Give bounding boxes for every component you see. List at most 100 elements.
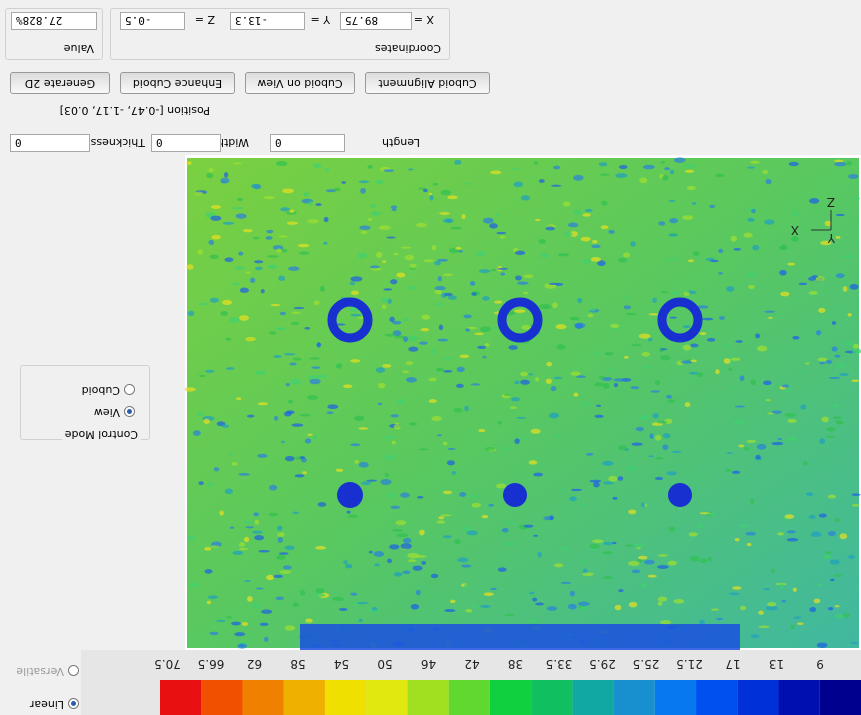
button[interactable]: Generate 2D <box>10 72 110 94</box>
heatmap-speckle <box>592 539 604 543</box>
heatmap-speckle <box>532 598 537 602</box>
heatmap-speckle <box>254 520 259 525</box>
heatmap-speckle <box>317 375 327 379</box>
heatmap-speckle <box>391 205 397 208</box>
heatmap-speckle <box>732 586 741 590</box>
heatmap-speckle <box>641 502 645 507</box>
heatmap-speckle <box>829 377 840 379</box>
button[interactable]: Cuboid Alignment <box>365 72 490 94</box>
width-input[interactable]: 0 <box>151 134 221 152</box>
heatmap-speckle <box>392 441 396 445</box>
app-window: 9131721.525.529.533.53842465054586266.57… <box>0 0 861 715</box>
heatmap-speckle <box>689 532 698 536</box>
heatmap-speckle <box>408 559 417 562</box>
radio-button[interactable] <box>124 385 135 396</box>
radio-button[interactable] <box>124 407 135 418</box>
heatmap-speckle <box>632 344 642 346</box>
heatmap-speckle <box>628 561 640 566</box>
heatmap-speckle <box>275 327 287 330</box>
heatmap-speckle <box>358 253 368 259</box>
heatmap-speckle <box>817 642 828 647</box>
heatmap-speckle <box>416 223 427 227</box>
color-swatch <box>490 680 531 715</box>
heatmap-speckle <box>382 260 386 262</box>
heatmap-speckle <box>474 333 484 335</box>
heatmap-speckle <box>549 283 558 285</box>
heatmap-speckle <box>669 234 678 237</box>
heatmap-speckle <box>819 438 825 444</box>
heatmap-speckle <box>781 600 786 603</box>
heatmap-speckle <box>300 414 311 417</box>
heatmap-speckle <box>448 295 457 299</box>
heatmap-speckle <box>286 410 294 414</box>
button[interactable]: Cuboid on View <box>245 72 355 94</box>
group-title: Coordinates <box>375 42 441 55</box>
heatmap-speckle <box>806 492 813 496</box>
heatmap-speckle <box>595 351 601 355</box>
heatmap-speckle <box>229 317 240 323</box>
heatmap-speckle <box>358 427 368 429</box>
z-input[interactable]: -0.5 <box>120 12 185 30</box>
heatmap-speckle <box>359 462 369 468</box>
heatmap-speckle <box>308 375 319 379</box>
radio-option[interactable]: Cuboid <box>82 375 135 397</box>
y-input[interactable]: -13.3 <box>230 12 305 30</box>
heatmap-speckle <box>439 325 443 331</box>
heatmap-speckle <box>245 337 255 342</box>
heatmap-speckle <box>226 338 231 341</box>
heatmap-speckle <box>591 257 601 262</box>
radio-option[interactable]: Linear <box>0 678 79 711</box>
heatmap-speckle <box>448 448 456 450</box>
length-input[interactable]: 0 <box>270 134 345 152</box>
heatmap-speckle <box>276 555 285 560</box>
button[interactable]: Enhance Cuboid <box>120 72 235 94</box>
heatmap-speckle <box>416 590 421 595</box>
heatmap-speckle <box>650 390 660 392</box>
heatmap-speckle <box>237 198 243 201</box>
heatmap-speckle <box>438 339 449 342</box>
colorbar-label: 13 <box>769 657 784 671</box>
heatmap-speckle <box>420 328 429 331</box>
heatmap-speckle <box>848 313 852 317</box>
heatmap-speckle <box>245 271 250 274</box>
heatmap-speckle <box>225 489 233 495</box>
heatmap-speckle <box>707 557 712 561</box>
radio-option[interactable]: View <box>82 397 135 419</box>
heatmap-speckle <box>581 402 589 406</box>
thickness-input[interactable]: 0 <box>10 134 90 152</box>
heatmap-speckle <box>625 466 637 472</box>
heatmap-speckle <box>188 311 195 317</box>
heatmap-speckle <box>333 188 340 191</box>
color-swatch <box>242 680 283 715</box>
heatmap-speckle <box>406 377 417 383</box>
heatmap-speckle <box>339 608 348 611</box>
heatmap-speckle <box>385 334 395 337</box>
heatmap-speckle <box>690 344 698 348</box>
colorbar-label: 66.5 <box>198 657 225 671</box>
heatmap-speckle <box>832 321 837 325</box>
radio-button[interactable] <box>68 699 79 710</box>
heatmap-speckle <box>601 201 607 206</box>
heatmap-speckle <box>443 491 452 494</box>
radio-option[interactable]: Versatile <box>0 645 79 678</box>
radio-button[interactable] <box>68 666 79 677</box>
heatmap-speckle <box>780 292 789 297</box>
heatmap-speckle <box>649 313 659 315</box>
heatmap-speckle <box>655 380 661 385</box>
heatmap-speckle <box>277 525 282 530</box>
heatmap-speckle <box>210 298 219 303</box>
heatmap-speckle <box>390 279 397 284</box>
gizmo-x: X <box>791 223 799 237</box>
heatmap-speckle <box>255 267 263 271</box>
heatmap-speckle <box>547 606 557 611</box>
heatmap-speckle <box>387 493 394 498</box>
heatmap-speckle <box>239 548 248 551</box>
heatmap-speckle <box>645 365 652 368</box>
control-mode-group: Control Mode ViewCuboid <box>20 365 150 440</box>
heatmap-speckle <box>476 251 487 256</box>
heatmap-speckle <box>563 202 571 207</box>
heatmap-speckle <box>641 352 650 357</box>
heatmap-speckle <box>598 376 605 379</box>
heatmap-speckle <box>278 602 283 604</box>
x-input[interactable]: 89.75 <box>340 12 412 30</box>
